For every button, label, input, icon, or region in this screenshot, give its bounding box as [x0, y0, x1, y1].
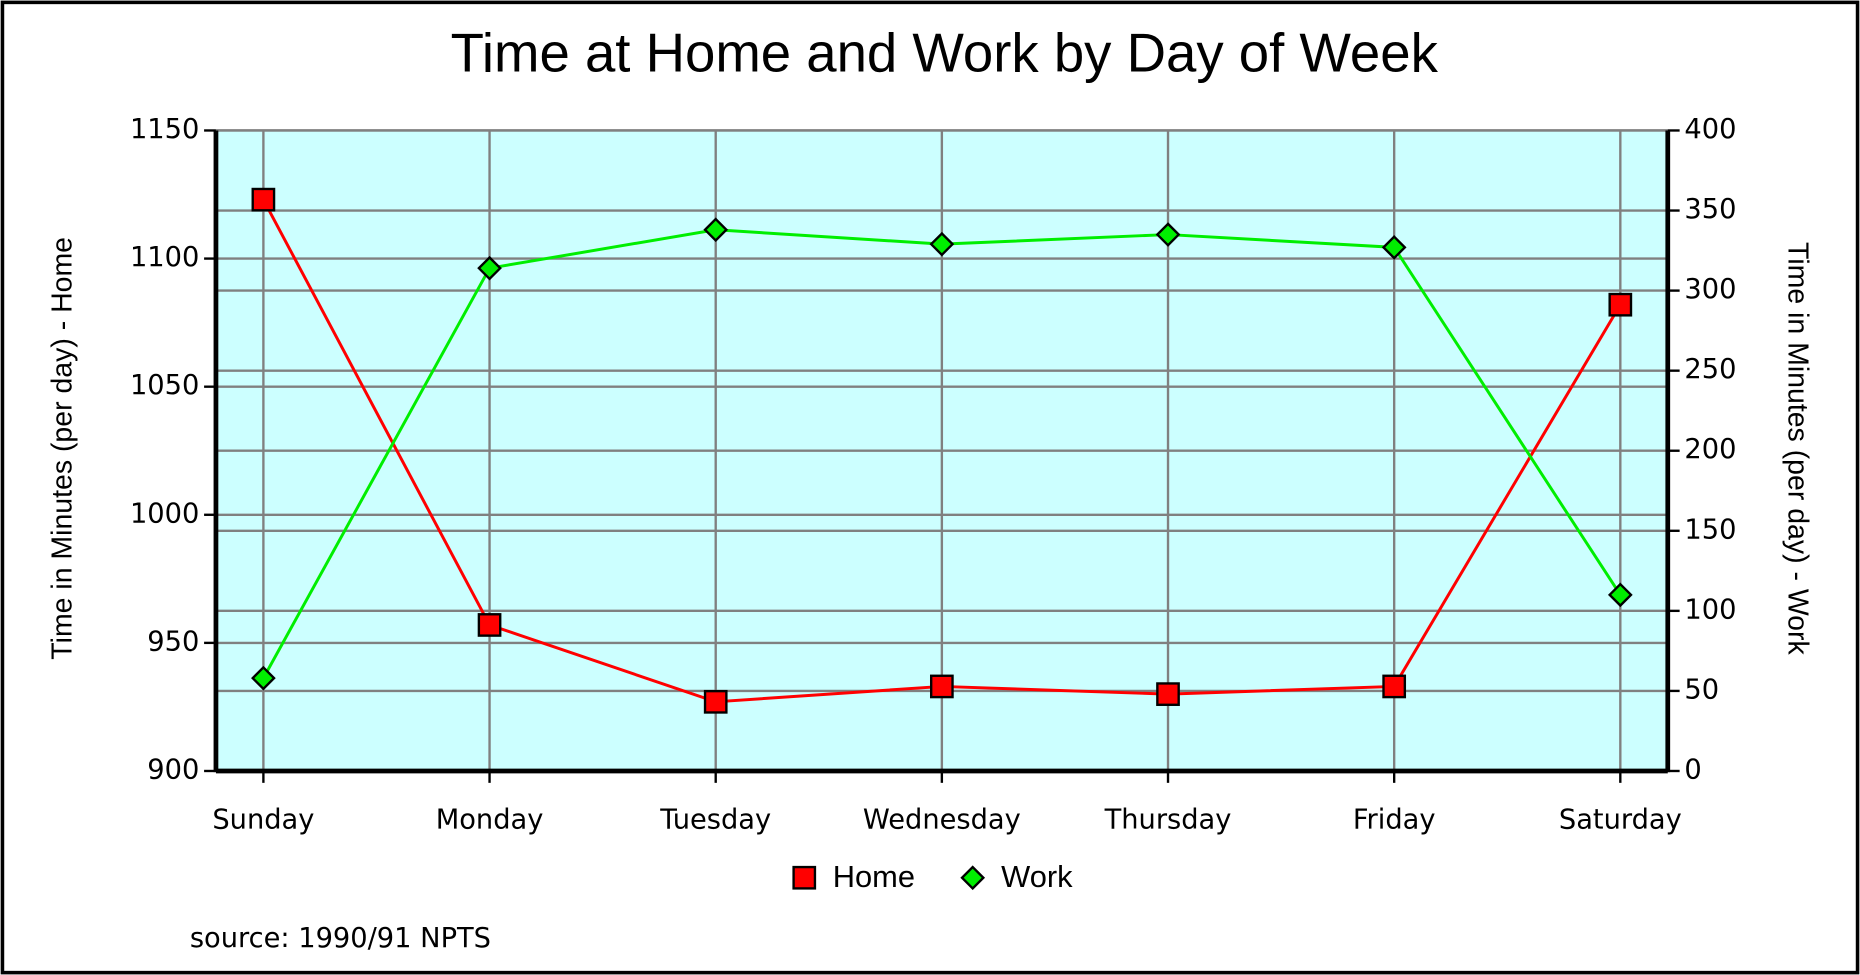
y-tick-label: 950: [147, 626, 199, 657]
legend-label: Work: [1001, 859, 1073, 894]
y2-tick-label: 250: [1684, 354, 1736, 385]
source-note: source: 1990/91 NPTS: [190, 923, 491, 954]
marker-square: [477, 613, 502, 637]
marker-diamond: [960, 865, 986, 891]
marker-square: [792, 865, 817, 890]
y-tick-label: 1100: [130, 242, 199, 273]
x-tick-label: Thursday: [1104, 804, 1232, 835]
x-tick-label: Sunday: [212, 804, 314, 835]
marker-square: [703, 689, 728, 714]
marker-diamond: [251, 665, 276, 691]
x-tick-label: Friday: [1353, 804, 1436, 835]
x-tick-label: Monday: [436, 804, 544, 835]
y2-tick-label: 100: [1684, 594, 1736, 625]
x-tick-label: Tuesday: [659, 804, 771, 835]
y-axis-label: Time in Minutes (per day) - Home: [47, 237, 79, 660]
y-tick-label: 1150: [130, 114, 199, 145]
marker-diamond: [1155, 222, 1181, 247]
marker-diamond: [1381, 235, 1407, 260]
y2-axis-label: Time in Minutes (per day) - Work: [1781, 242, 1813, 655]
y2-tick-label: 350: [1684, 194, 1736, 225]
y2-tick-label: 200: [1684, 434, 1736, 465]
y2-tick-label: 400: [1684, 114, 1736, 145]
y-tick-label: 1000: [130, 498, 199, 529]
y2-tick-label: 300: [1684, 274, 1736, 305]
x-tick-label: Saturday: [1559, 804, 1682, 835]
y-tick-label: 1050: [130, 370, 199, 401]
y2-tick-label: 50: [1684, 674, 1719, 705]
marker-square: [251, 187, 276, 212]
marker-square: [930, 674, 954, 699]
marker-square: [1382, 674, 1407, 699]
marker-square: [1608, 292, 1633, 317]
y2-tick-label: 0: [1684, 754, 1701, 785]
chart-title: Time at Home and Work by Day of Week: [451, 22, 1439, 83]
x-tick-label: Wednesday: [863, 804, 1021, 835]
legend-label: Home: [833, 859, 915, 894]
y2-tick-label: 150: [1684, 514, 1736, 545]
marker-diamond: [1607, 582, 1633, 608]
marker-square: [1156, 682, 1180, 706]
y-tick-label: 900: [147, 754, 199, 785]
marker-diamond: [929, 231, 955, 257]
marker-diamond: [477, 255, 502, 281]
marker-diamond: [703, 217, 729, 243]
